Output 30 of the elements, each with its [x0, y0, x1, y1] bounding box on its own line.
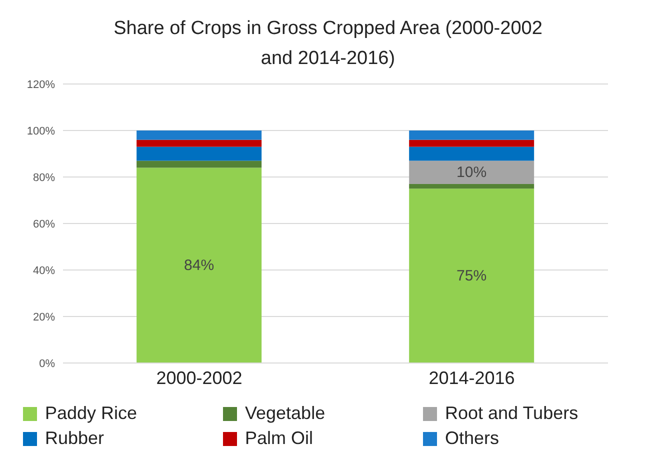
y-tick-label: 40% — [32, 264, 56, 277]
x-tick-label: 2014-2016 — [428, 368, 515, 388]
bar — [409, 140, 534, 147]
bar — [409, 130, 534, 140]
bar — [409, 188, 534, 363]
data-label: 84% — [184, 256, 214, 274]
data-label: 75% — [456, 267, 487, 284]
y-tick-label: 120% — [26, 78, 56, 91]
bar — [136, 168, 262, 363]
y-tick-label: 20% — [32, 311, 56, 324]
legend-label: Palm Oil — [245, 428, 314, 449]
legend-label: Others — [445, 428, 500, 449]
chart-title: Share of Crops in Gross Cropped Area (2000-2002 and 2014-2016) — [112, 17, 544, 71]
bar — [136, 140, 262, 147]
y-tick-label: 80% — [32, 172, 56, 184]
legend-label: Paddy Rice — [45, 403, 138, 424]
bar — [136, 146, 262, 161]
bar — [409, 184, 534, 189]
bar — [136, 130, 262, 140]
x-tick-label: 2000-2002 — [156, 368, 242, 388]
legend-label: Rubber — [45, 428, 104, 449]
legend-label: Vegetable — [245, 403, 326, 424]
legend-label: Root and Tubers — [445, 403, 578, 424]
data-label: 10% — [456, 164, 487, 181]
bar — [409, 146, 534, 161]
y-tick-label: 100% — [26, 125, 56, 138]
y-tick-label: 0% — [39, 358, 56, 370]
bar — [409, 160, 534, 184]
y-tick-label: 60% — [32, 218, 56, 230]
bar — [136, 160, 262, 168]
